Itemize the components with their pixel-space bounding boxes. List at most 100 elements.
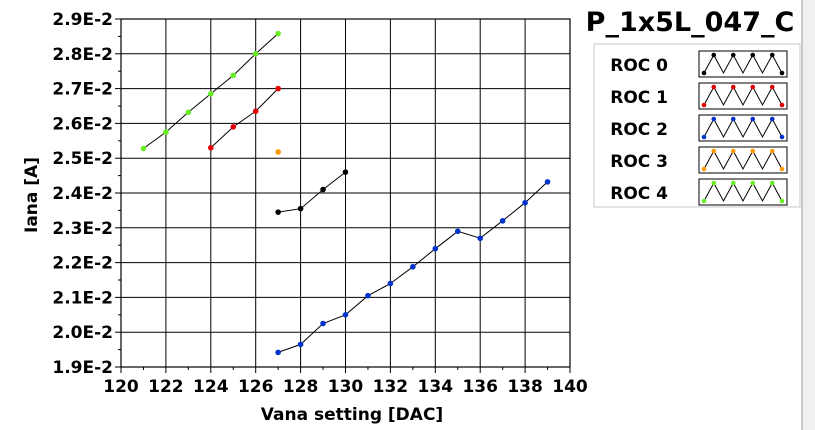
x-tick-label: 124 [193,377,229,397]
series-roc-4 [140,30,281,152]
y-axis-title: Iana [A] [22,157,42,233]
data-point-roc-4 [252,51,259,57]
legend-label: ROC 4 [610,184,668,204]
data-point-roc-2 [275,349,281,356]
legend: ROC 0 ROC 1 ROC 2 ROC 3 ROC 4 [593,43,801,208]
x-tick-label: 128 [283,377,319,397]
legend-swatch-marker [711,148,717,154]
legend-swatch-marker [701,134,707,140]
legend-swatch-marker [730,84,736,90]
legend-swatch-line [703,53,783,75]
legend-entry-roc-0: ROC 0 [610,50,788,78]
legend-swatch-marker [779,134,785,140]
legend-swatch-marker [750,148,756,154]
data-point-roc-2 [544,179,551,185]
series-line-roc-0 [278,171,346,213]
x-tick-label: 130 [328,377,364,397]
legend-swatch-line [703,149,783,171]
y-tick-label: 2.6E-2 [52,114,113,134]
y-tick-label: 2.3E-2 [52,219,113,239]
legend-swatch-marker [779,70,785,76]
data-point-roc-0 [342,169,349,175]
y-tick-label: 2.8E-2 [52,45,113,65]
y-tick-label: 2.1E-2 [52,288,113,308]
y-tick-label: 2.7E-2 [52,80,113,100]
x-axis-title: Vana setting [DAC] [261,405,443,425]
x-tick-label: 132 [373,377,409,397]
data-point-roc-2 [342,312,349,318]
legend-swatch-marker [769,52,775,58]
legend-swatch-marker [769,84,775,90]
data-point-roc-1 [230,124,237,130]
legend-label: ROC 3 [610,152,668,172]
data-point-roc-4 [140,145,147,152]
x-tick-label: 138 [507,377,543,397]
data-point-roc-3 [275,149,281,155]
legend-swatch-line [703,117,783,139]
series-layer [140,30,551,356]
data-point-roc-2 [477,235,484,242]
legend-swatch-line [703,85,783,107]
data-point-roc-1 [275,85,281,92]
series-roc-3 [275,149,281,155]
legend-swatch-marker [701,166,707,172]
y-tick-label: 2.4E-2 [52,184,113,204]
legend-swatch-marker [750,116,756,122]
legend-label: ROC 2 [610,120,668,140]
x-tick-label: 126 [238,377,274,397]
legend-swatch-marker [730,148,736,154]
y-tick-label: 2.5E-2 [52,149,113,169]
data-point-roc-2 [432,245,439,252]
legend-label: ROC 1 [610,88,668,108]
legend-entry-roc-2: ROC 2 [610,114,788,142]
data-point-roc-4 [230,72,237,79]
y-tick-label: 2.9E-2 [52,10,113,30]
legend-swatch-marker [779,166,785,172]
axis-ticks: 120 122 124 126 128 130 132 134 136 138 140 1.9E-2 2… [52,10,588,397]
legend-swatch-marker [711,52,717,58]
grid [121,19,570,367]
legend-swatch-marker [769,180,775,186]
data-point-roc-2 [410,263,416,270]
legend-label: ROC 0 [610,56,668,76]
legend-swatch-line [703,181,783,203]
data-point-roc-4 [208,91,214,97]
data-point-roc-0 [320,186,326,193]
legend-swatch-marker [730,180,736,186]
legend-swatch-marker [750,84,756,90]
data-point-roc-4 [163,129,169,135]
legend-entry-roc-3: ROC 3 [610,146,788,174]
legend-swatch-marker [711,180,717,186]
data-point-roc-2 [297,341,304,348]
legend-swatch-marker [711,116,717,122]
legend-swatch-marker [701,102,707,108]
legend-swatch-marker [701,70,707,76]
y-tick-label: 1.9E-2 [52,358,113,378]
series-line-roc-1 [210,88,279,149]
legend-swatch-marker [701,198,707,204]
data-point-roc-2 [522,199,528,206]
x-tick-label: 120 [103,377,139,397]
x-tick-label: 136 [462,377,498,397]
series-roc-1 [208,85,281,151]
y-tick-label: 2.0E-2 [52,323,113,343]
data-point-roc-0 [275,209,281,215]
chart-title: P_1x5L_047_C [586,7,795,38]
legend-swatch-marker [730,116,736,122]
data-point-roc-2 [320,320,326,327]
data-point-roc-4 [185,109,192,116]
legend-swatch-marker [750,52,756,58]
data-point-roc-2 [387,280,394,287]
y-tick-label: 2.2E-2 [52,254,113,274]
data-point-roc-2 [365,292,371,299]
data-point-roc-1 [252,108,259,115]
x-tick-label: 134 [418,377,454,397]
legend-swatch-marker [730,52,736,58]
series-roc-0 [275,169,349,215]
data-point-roc-1 [208,144,214,151]
data-point-roc-2 [454,228,461,235]
legend-swatch-marker [769,116,775,122]
data-point-roc-2 [499,218,506,224]
data-point-roc-0 [297,205,304,212]
